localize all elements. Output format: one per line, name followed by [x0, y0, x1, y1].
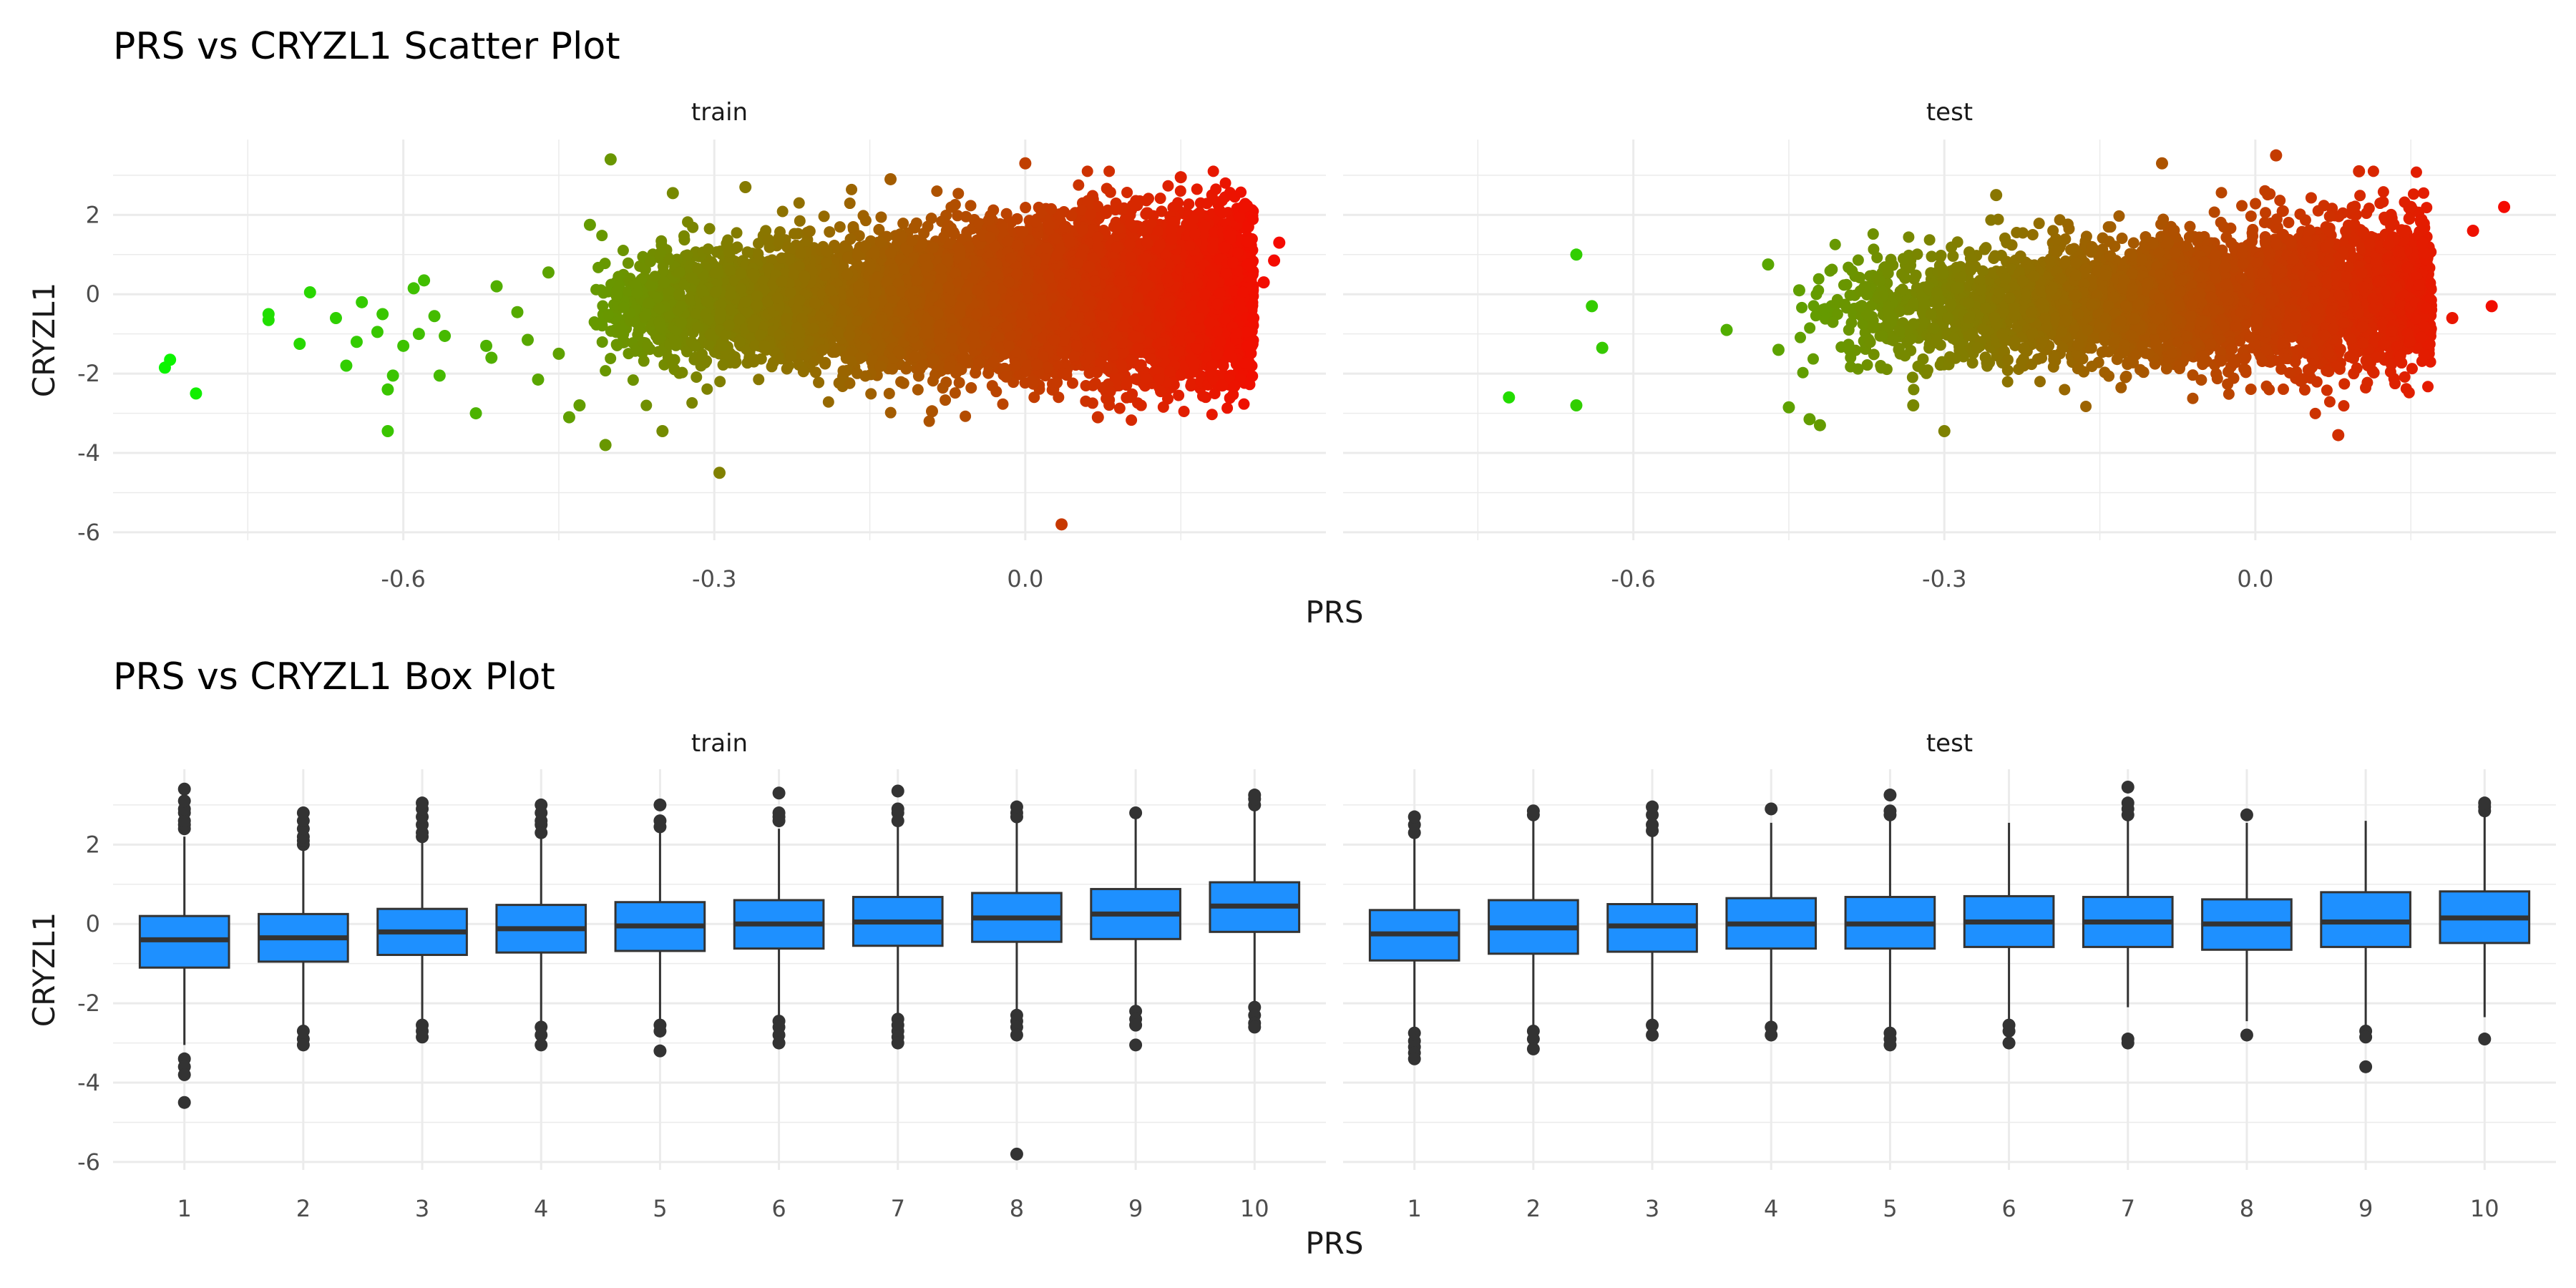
x-tick-label: -0.6 [381, 565, 425, 592]
scatter-point [1126, 414, 1138, 426]
scatter-point-cloud [588, 165, 1259, 427]
x-tick-label: -0.3 [692, 565, 736, 592]
x-tick-label: 0.0 [1007, 565, 1043, 592]
scatter-point [1173, 389, 1185, 401]
scatter-point [1210, 183, 1222, 195]
y-tick-label: -4 [77, 439, 100, 467]
scatter-point [605, 352, 617, 364]
scatter-point [596, 230, 608, 242]
scatter-point [611, 339, 623, 351]
scatter-point [1178, 405, 1190, 417]
scatter-point [1073, 179, 1085, 191]
y-tick-label: 2 [86, 201, 100, 228]
y-axis-title: CRYZL1 [26, 283, 62, 397]
scatter-point [638, 355, 650, 367]
y-tick-label: -2 [77, 360, 100, 387]
scatter-point [714, 376, 726, 388]
scatter-point [701, 383, 713, 395]
scatter-chart: PRS vs CRYZL1 Scatter Plot 2 0 -2 -4 -6 CRYZL1… [26, 25, 2556, 630]
scatter-point [1081, 165, 1093, 177]
scatter-point [776, 205, 789, 218]
scatter-point [748, 356, 760, 368]
scatter-chart-title: PRS vs CRYZL1 Scatter Plot [113, 25, 620, 68]
scatter-point [1020, 202, 1032, 214]
scatter-point [912, 384, 924, 396]
scatter-point [895, 376, 907, 388]
scatter-point [1224, 392, 1236, 404]
scatter-point [753, 374, 765, 386]
scatter-point [1103, 165, 1116, 177]
scatter-point [897, 218, 909, 230]
scatter-point [1154, 192, 1166, 205]
scatter-point [1219, 177, 1231, 189]
scatter-point [997, 398, 1009, 410]
scatter-point [617, 245, 629, 257]
y-tick-label: 0 [86, 280, 100, 308]
scatter-point [883, 387, 895, 399]
scatter-point [640, 399, 653, 411]
scatter-point [676, 366, 688, 379]
scatter-point [622, 257, 634, 269]
scatter-point [691, 371, 703, 383]
scatter-point [884, 406, 897, 419]
scatter-point [686, 397, 698, 409]
scatter-point [1206, 409, 1218, 421]
scatter-point [818, 210, 830, 223]
scatter-point [1121, 186, 1133, 198]
y-tick-label: -6 [77, 519, 100, 546]
facet-strip-label: train [691, 98, 748, 127]
scatter-point [931, 185, 943, 197]
scatter-point [1174, 185, 1186, 197]
scatter-point [847, 220, 859, 233]
scatter-point [949, 387, 961, 399]
scatter-point [844, 197, 856, 210]
scatter-point [596, 336, 608, 348]
scatter-point [822, 396, 834, 408]
scatter-point [1191, 183, 1203, 195]
scatter-panel-train: train -0.6 -0.3 0.0 [113, 98, 1326, 592]
scatter-point [1028, 391, 1040, 404]
scatter-point [1080, 395, 1092, 407]
scatter-point [834, 221, 846, 233]
scatter-point [1113, 402, 1126, 414]
scatter-point [953, 376, 965, 389]
scatter-point [875, 211, 887, 223]
